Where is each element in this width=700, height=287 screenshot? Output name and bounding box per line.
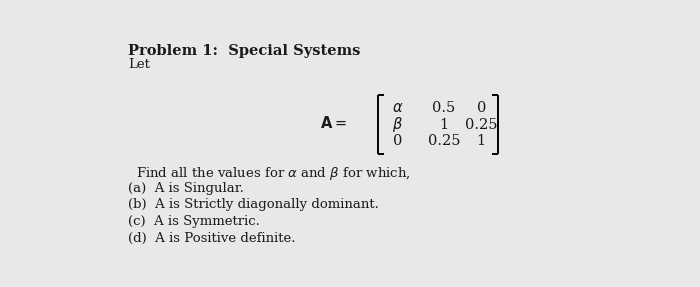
Text: 0: 0 — [477, 100, 486, 115]
Text: 0.5: 0.5 — [433, 100, 456, 115]
Text: Find all the values for $\alpha$ and $\beta$ for which,: Find all the values for $\alpha$ and $\b… — [136, 164, 410, 182]
Text: Let: Let — [128, 57, 150, 71]
Text: 0.25: 0.25 — [465, 118, 498, 131]
Text: 1: 1 — [440, 118, 449, 131]
Text: (a)  A is Singular.: (a) A is Singular. — [128, 181, 244, 195]
Text: 0.25: 0.25 — [428, 135, 461, 148]
Text: 0: 0 — [393, 135, 402, 148]
Text: $\alpha$: $\alpha$ — [392, 100, 403, 115]
Text: Problem 1:  Special Systems: Problem 1: Special Systems — [128, 44, 360, 58]
Text: $\beta$: $\beta$ — [392, 115, 403, 134]
Text: (d)  A is Positive definite.: (d) A is Positive definite. — [128, 232, 295, 245]
Text: (c)  A is Symmetric.: (c) A is Symmetric. — [128, 215, 260, 228]
Text: $\mathbf{A} = $: $\mathbf{A} = $ — [321, 115, 347, 131]
Text: 1: 1 — [477, 135, 486, 148]
Text: (b)  A is Strictly diagonally dominant.: (b) A is Strictly diagonally dominant. — [128, 198, 379, 212]
